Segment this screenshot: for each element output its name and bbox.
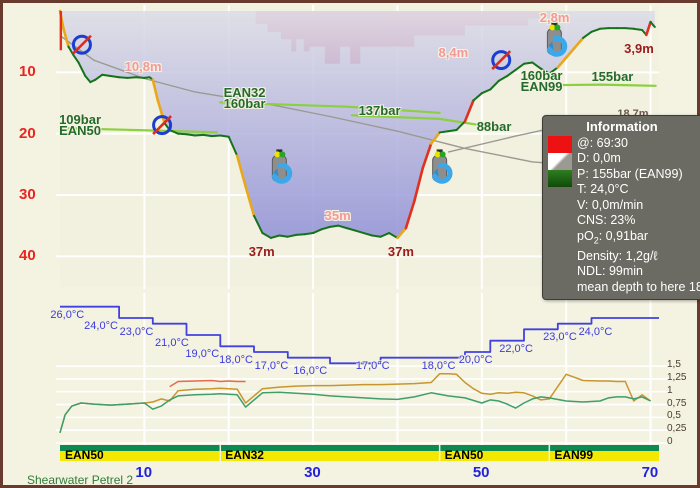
information-tooltip[interactable]: Information @: 69:30 D: 0,0m P: 155bar (EA… xyxy=(542,115,700,300)
partial-pressure-lines xyxy=(59,373,652,434)
tooltip-row-ndl: NDL: 99min xyxy=(577,264,643,278)
tooltip-row-po2: pO2: 0,91bar xyxy=(577,228,649,246)
tooltip-row-cns: CNS: 23% xyxy=(577,213,636,227)
tooltip-row-d: D: 0,0m xyxy=(577,151,621,165)
no-deco-marker-icon[interactable] xyxy=(152,115,173,136)
tooltip-swatch xyxy=(548,153,572,170)
gas-switch-cylinder-icon[interactable] xyxy=(271,149,293,184)
tooltip-legend-swatches xyxy=(548,136,572,187)
gas-switch-cylinder-icon[interactable] xyxy=(546,22,568,57)
tooltip-row-t: T: 24,0°C xyxy=(577,182,629,196)
tooltip-row-v: V: 0,0m/min xyxy=(577,197,644,212)
temperature-line xyxy=(60,305,659,365)
tooltip-row-density: Density: 1,2g/ℓ xyxy=(577,248,658,263)
tooltip-row-: @: 69:30 xyxy=(577,135,628,150)
tooltip-title: Information xyxy=(586,119,658,134)
tooltip-rows: @: 69:30 D: 0,0m P: 155bar (EAN99) T: 24,0°… xyxy=(547,135,700,296)
profile-markers[interactable] xyxy=(71,22,568,184)
tooltip-swatch xyxy=(548,170,572,187)
gas-switch-cylinder-icon[interactable] xyxy=(432,149,453,184)
tooltip-row-p: P: 155bar (EAN99) xyxy=(577,166,683,181)
tooltip-row-mean: mean depth to here 18, xyxy=(577,279,700,294)
depth-line xyxy=(58,9,656,240)
no-deco-marker-icon[interactable] xyxy=(491,50,512,71)
gas-bar-yellow xyxy=(60,451,659,461)
no-deco-marker-icon[interactable] xyxy=(71,34,92,55)
tooltip-swatch xyxy=(548,136,572,153)
gas-usage-bar[interactable] xyxy=(60,445,659,461)
gas-bar-green xyxy=(60,445,659,451)
